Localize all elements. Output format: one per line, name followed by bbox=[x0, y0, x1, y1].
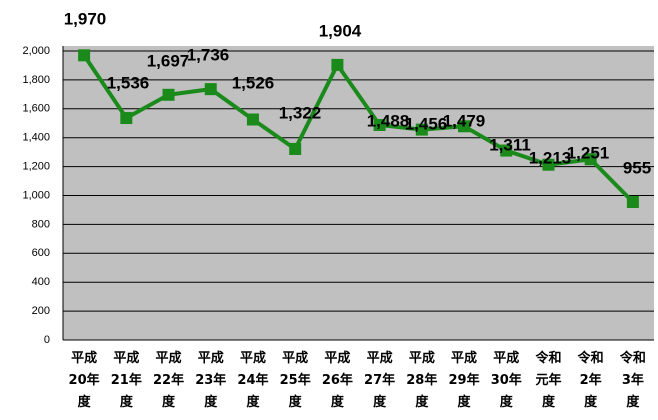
marker bbox=[542, 158, 555, 171]
marker bbox=[246, 113, 259, 126]
x-tick-label: 令和 3年度 bbox=[620, 350, 646, 410]
y-tick-label: 800 bbox=[32, 218, 50, 230]
marker bbox=[162, 88, 175, 101]
x-tick-label: 平成 30年度 bbox=[491, 350, 522, 410]
x-tick-label: 平成 24年度 bbox=[237, 350, 268, 410]
y-tick-label: 0 bbox=[44, 334, 50, 346]
y-tick-label: 600 bbox=[32, 247, 50, 259]
x-tick-label: 平成 29年度 bbox=[448, 350, 479, 410]
y-tick-label: 1,000 bbox=[22, 189, 50, 201]
value-label: 955 bbox=[623, 158, 651, 177]
line bbox=[82, 54, 635, 204]
value-label: 1,970 bbox=[64, 9, 107, 28]
x-tick-label: 平成 20年度 bbox=[69, 350, 100, 410]
y-tick-label: 1,400 bbox=[22, 132, 50, 144]
y-tick-label: 1,600 bbox=[22, 103, 50, 115]
value-label: 1,456 bbox=[405, 114, 448, 133]
plot-area bbox=[63, 46, 654, 340]
marker bbox=[289, 142, 302, 155]
value-label: 1,213 bbox=[529, 148, 572, 167]
marker bbox=[415, 123, 428, 136]
y-tick-label: 1,200 bbox=[22, 161, 50, 173]
x-tick-label: 平成 27年度 bbox=[364, 350, 395, 410]
y-tick-label: 200 bbox=[32, 305, 50, 317]
y-tick-label: 400 bbox=[32, 276, 50, 288]
x-tick-label: 平成 22年度 bbox=[153, 350, 184, 410]
value-label: 1,479 bbox=[443, 111, 486, 130]
x-tick-label: 平成 26年度 bbox=[322, 350, 353, 410]
value-label: 1,697 bbox=[147, 51, 190, 70]
marker bbox=[373, 118, 386, 131]
marker bbox=[331, 58, 344, 71]
value-label: 1,536 bbox=[107, 73, 150, 92]
y-tick-label: 1,800 bbox=[22, 74, 50, 86]
value-label: 1,311 bbox=[489, 135, 531, 154]
x-tick-label: 平成 25年度 bbox=[280, 350, 311, 410]
x-tick-label: 令和元年度 bbox=[535, 350, 561, 410]
value-label: 1,904 bbox=[319, 21, 362, 40]
x-tick-label: 平成 23年度 bbox=[195, 350, 226, 410]
value-label: 1,322 bbox=[279, 103, 322, 122]
value-label: 1,736 bbox=[187, 45, 230, 64]
marker bbox=[500, 144, 513, 157]
x-tick-label: 平成 21年度 bbox=[111, 350, 142, 410]
marker bbox=[78, 49, 91, 62]
value-label: 1,526 bbox=[232, 73, 275, 92]
marker bbox=[458, 120, 471, 133]
y-tick-label: 2,000 bbox=[22, 45, 50, 57]
x-tick-label: 平成 28年度 bbox=[406, 350, 437, 410]
marker bbox=[120, 112, 133, 125]
marker bbox=[204, 83, 217, 96]
value-label: 1,488 bbox=[367, 111, 410, 130]
x-tick-label: 令和 2年度 bbox=[578, 350, 604, 410]
marker bbox=[584, 153, 597, 166]
value-label: 1,251 bbox=[567, 143, 610, 162]
marker bbox=[626, 196, 639, 209]
